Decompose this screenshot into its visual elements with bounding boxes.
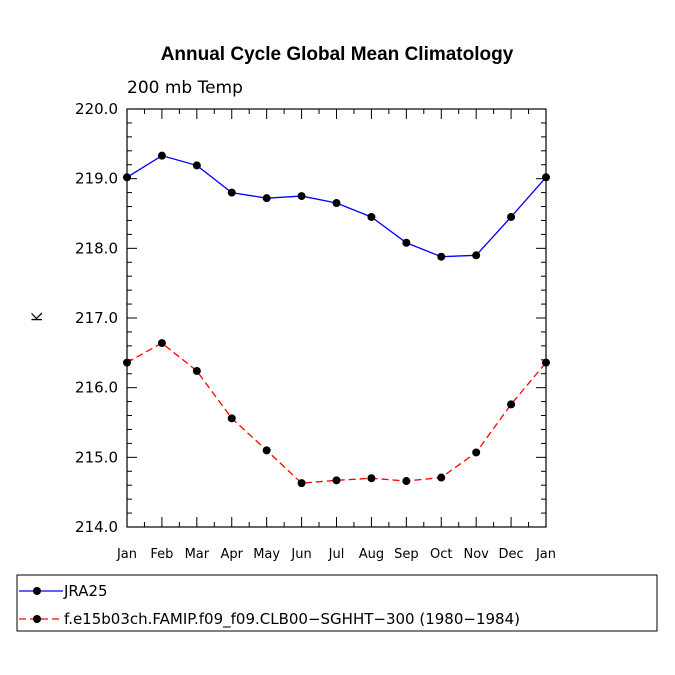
y-tick-label: 215.0: [75, 448, 118, 466]
legend-marker: [33, 615, 41, 623]
data-point: [507, 400, 516, 409]
x-tick-label: Jan: [535, 547, 556, 562]
data-point: [402, 238, 411, 247]
y-axis-label: K: [30, 312, 46, 322]
data-point: [542, 358, 550, 367]
data-point: [262, 446, 271, 455]
legend-label: JRA25: [63, 582, 108, 600]
legend-label: f.e15b03ch.FAMIP.f09_f09.CLB00−SGHHT−300…: [64, 610, 520, 629]
data-point: [437, 473, 446, 482]
data-point: [297, 479, 306, 488]
x-tick-label: Aug: [359, 547, 384, 562]
data-point: [507, 212, 516, 221]
data-point: [123, 358, 131, 367]
data-point: [437, 252, 446, 261]
data-point: [123, 173, 131, 182]
data-point: [227, 414, 236, 423]
chart-subtitle: 200 mb Temp: [127, 78, 243, 98]
data-point: [542, 173, 550, 182]
x-tick-label: Jun: [290, 547, 311, 562]
plot-frame: [126, 108, 547, 528]
series-lines: [123, 151, 550, 488]
chart-title: Annual Cycle Global Mean Climatology: [161, 44, 514, 65]
legend-marker: [33, 587, 41, 595]
data-point: [227, 188, 236, 197]
x-tick-label: Jul: [328, 547, 345, 562]
y-tick-label: 216.0: [75, 379, 118, 397]
x-ticks: Jan Feb Mar Apr May Jun Jul Aug Sep Oct Nov Dec Jan: [116, 109, 556, 562]
data-point: [402, 477, 411, 486]
y-ticks: 214.0 215.0 216.0 217.0 218.0 219.0 220.0: [75, 100, 546, 536]
x-tick-label: Dec: [499, 547, 524, 562]
y-tick-label: 217.0: [75, 309, 118, 327]
y-tick-label: 219.0: [75, 170, 118, 188]
data-point: [192, 161, 201, 170]
series-line: [126, 342, 547, 484]
data-point: [332, 476, 341, 485]
x-tick-label: Jan: [116, 547, 137, 562]
data-point: [157, 339, 166, 348]
x-tick-label: Oct: [430, 547, 452, 562]
y-tick-label: 214.0: [75, 518, 118, 536]
data-point: [262, 194, 271, 203]
data-point: [367, 474, 376, 483]
data-point: [157, 151, 166, 160]
y-tick-label: 218.0: [75, 239, 118, 257]
x-tick-label: Feb: [150, 547, 173, 562]
x-tick-label: Nov: [463, 547, 489, 562]
x-tick-label: Apr: [221, 547, 244, 562]
x-tick-label: May: [253, 547, 280, 562]
data-point: [367, 212, 376, 221]
data-point: [297, 192, 306, 201]
x-tick-label: Sep: [394, 547, 419, 562]
data-point: [192, 366, 201, 375]
data-point: [332, 199, 341, 208]
legend-box: [16, 574, 658, 632]
x-tick-label: Mar: [185, 547, 210, 562]
legend: JRA25 f.e15b03ch.FAMIP.f09_f09.CLB00−SGHH…: [16, 574, 658, 632]
data-point: [472, 448, 481, 457]
y-tick-label: 220.0: [75, 100, 118, 118]
data-point: [472, 251, 481, 260]
